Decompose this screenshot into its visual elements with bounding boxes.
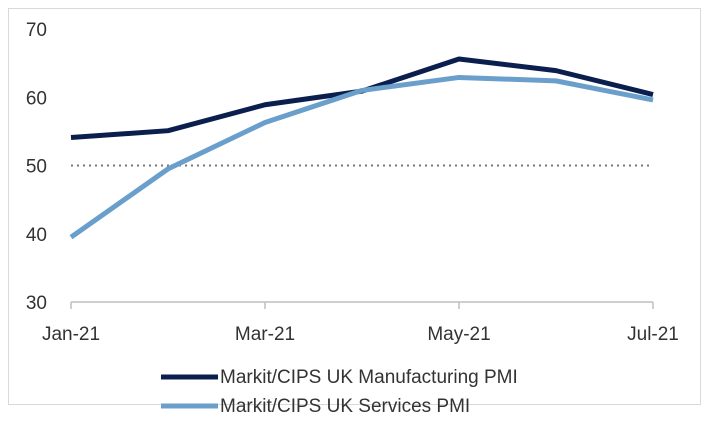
y-tick-label: 40 [26,225,47,246]
legend-label: Markit/CIPS UK Manufacturing PMI [220,367,518,388]
series-group [69,56,654,240]
legend-label: Markit/CIPS UK Services PMI [220,396,470,417]
x-tick-label: Mar-21 [235,324,295,345]
series-line-manufacturing [70,56,654,141]
y-axis: 30 40 50 60 70 [26,20,47,314]
x-tick-label: Jan-21 [42,324,100,345]
legend: Markit/CIPS UK Manufacturing PMI Markit/C… [161,367,518,417]
y-tick-label: 70 [26,20,47,41]
series-line-services [69,74,654,240]
y-tick-label: 50 [26,157,47,178]
x-tick-label: Jul-21 [627,324,679,345]
y-tick-label: 60 [26,88,47,109]
x-axis: Jan-21 Mar-21 May-21 Jul-21 [42,301,679,345]
y-tick-label: 30 [26,293,47,314]
x-tick-label: May-21 [427,324,490,345]
chart-frame [8,8,701,405]
